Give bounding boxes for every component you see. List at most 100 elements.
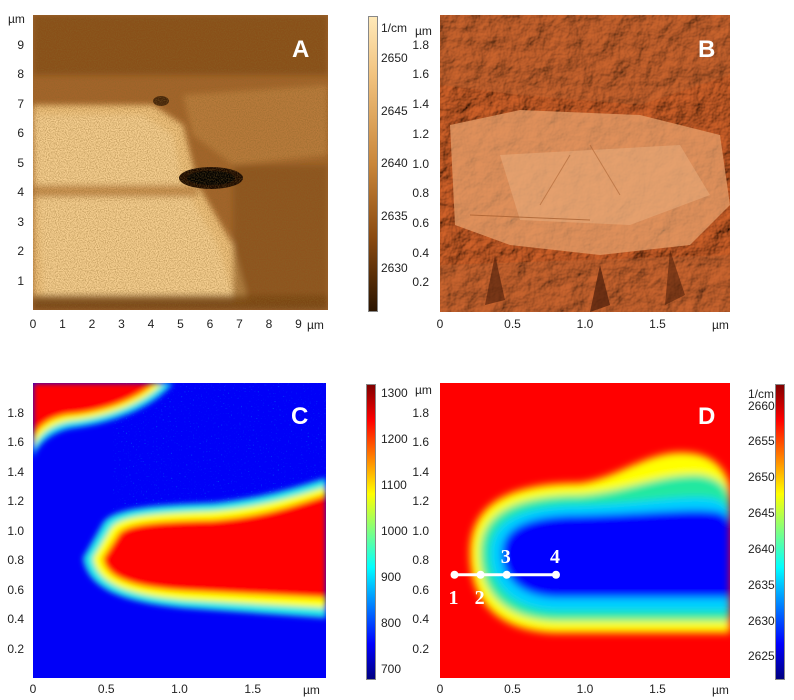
panel-d-x-unit: µm <box>712 683 729 697</box>
panel-a-y-tick: 6 <box>17 126 24 140</box>
panel-d-colorbar-tick: 2660 <box>748 398 775 413</box>
panel-b-y-tick: 0.4 <box>412 245 429 260</box>
profile-point-3 <box>502 570 511 579</box>
panel-a-x-tick: 6 <box>206 317 214 331</box>
panel-c-y-tick: 1.6 <box>7 435 24 449</box>
panel-b-y-tick: 1.4 <box>412 97 429 112</box>
panel-d-x-tick: 0 <box>436 682 444 696</box>
panel-a-y-tick: 2 <box>17 244 24 258</box>
panel-a-colorbar-tick: 2640 <box>381 156 408 170</box>
panel-b-x-tick: 0 <box>436 317 444 331</box>
panel-a-y-tick: 3 <box>17 214 24 229</box>
panel-c-y-tick: 0.2 <box>7 641 24 656</box>
panel-a-y-tick: 1 <box>17 273 24 288</box>
panel-a-x-tick: 7 <box>236 317 243 331</box>
panel-c-colorbar-tick: 1100 <box>381 478 407 493</box>
panel-b-y-tick: 1.0 <box>412 156 429 171</box>
panel-a-x-tick: 9 <box>295 317 302 331</box>
panel-d-colorbar-tick: 2635 <box>748 577 775 592</box>
panel-d-y-tick: 0.8 <box>412 553 429 567</box>
profile-point-label: 4 <box>550 546 560 568</box>
panel-d-colorbar-tick: 2650 <box>748 470 775 485</box>
panel-b-x-tick: 1.5 <box>649 317 666 331</box>
panel-c-map <box>33 383 326 678</box>
panel-d-y-tick: 1.2 <box>412 494 429 508</box>
panel-d-y-tick: 1.0 <box>412 523 429 538</box>
panel-a-x-tick: 8 <box>265 317 273 331</box>
panel-c-y-tick: 1.4 <box>7 464 24 479</box>
panel-d-colorbar-tick: 2630 <box>748 613 775 628</box>
panel-c-y-tick: 0.6 <box>7 582 24 597</box>
panel-c-y-tick: 1.8 <box>7 405 24 420</box>
panel-d-x-tick: 0.5 <box>504 682 521 696</box>
panel-a-colorbar-tick: 2650 <box>381 51 408 65</box>
panel-a-colorbar-tick: 2635 <box>381 208 408 223</box>
panel-c-letter: C <box>291 403 309 430</box>
panel-d-letter: D <box>698 403 716 430</box>
panel-a-y-unit: µm <box>8 12 25 26</box>
panel-a-y-tick: 9 <box>17 37 24 52</box>
panel-a-colorbar-tick: 2645 <box>381 103 408 118</box>
profile-point-1 <box>450 570 459 579</box>
panel-a-x-tick: 4 <box>147 317 155 331</box>
panel-d-y-unit: µm <box>415 383 432 397</box>
panel-a-y-tick: 5 <box>17 155 24 170</box>
panel-d-y-tick: 0.2 <box>412 641 429 656</box>
panel-c-colorbar-tick: 900 <box>381 569 402 584</box>
panel-c-x-tick: 0.5 <box>97 682 115 696</box>
panel-c-colorbar-tick: 1000 <box>381 524 408 538</box>
panel-c-colorbar-tick: 700 <box>381 661 402 676</box>
panel-d-y-tick: 0.4 <box>412 612 429 626</box>
panel-d-colorbar-tick: 2640 <box>748 541 775 556</box>
panel-b-x-tick: 1.0 <box>576 317 594 331</box>
panel-c-colorbar-tick: 800 <box>381 615 402 630</box>
panel-d-colorbar-tick: 2645 <box>748 506 775 521</box>
panel-b-y-tick: 0.6 <box>412 215 429 230</box>
panel-a-map <box>33 15 328 310</box>
panel-d-x-tick: 1.5 <box>649 682 666 696</box>
profile-point-label: 3 <box>501 546 511 568</box>
panel-b-x-unit: µm <box>712 318 729 332</box>
panel-c-colorbar <box>366 384 376 680</box>
panel-a-x-tick: 2 <box>88 317 96 331</box>
profile-point-label: 2 <box>475 587 485 609</box>
panel-d-y-tick: 1.6 <box>412 435 429 449</box>
panel-b-y-tick: 1.8 <box>412 37 429 52</box>
panel-a-y-tick: 4 <box>17 185 24 199</box>
profile-point-4 <box>552 570 560 579</box>
panel-c-colorbar-tick: 1300 <box>381 386 408 401</box>
panel-c-colorbar-tick: 1200 <box>381 432 408 447</box>
panel-a-x-tick: 1 <box>59 317 66 331</box>
panel-a-x-unit: µm <box>307 318 324 332</box>
panel-a-colorbar <box>368 16 378 312</box>
panel-d-colorbar-tick: 2655 <box>748 434 775 449</box>
panel-d-colorbar-tick: 2625 <box>748 649 775 664</box>
panel-d-y-tick: 0.6 <box>412 582 429 597</box>
panel-a-x-tick: 3 <box>118 317 125 331</box>
panel-b-y-tick: 1.6 <box>412 67 429 82</box>
panel-d-colorbar <box>775 384 785 680</box>
panel-c-y-tick: 1.0 <box>7 523 24 538</box>
panel-a-y-tick: 7 <box>17 96 24 111</box>
panel-d-x-tick: 1.0 <box>576 682 594 696</box>
panel-a-y-tick: 8 <box>17 67 24 81</box>
panel-b-x-tick: 0.5 <box>504 317 521 331</box>
profile-point-2 <box>476 570 485 579</box>
panel-b-y-tick: 1.2 <box>412 126 429 141</box>
profile-point-label: 1 <box>449 587 459 609</box>
panel-b-topography <box>440 15 730 312</box>
panel-c-x-tick: 1.0 <box>171 682 188 696</box>
panel-a-colorbar-tick: 2630 <box>381 261 408 275</box>
panel-c-y-tick: 1.2 <box>7 494 24 508</box>
panel-c-x-tick: 1.5 <box>244 682 262 696</box>
panel-d-colorbar-unit: 1/cm <box>748 387 775 401</box>
panel-b-y-tick: 0.8 <box>412 186 429 201</box>
panel-d-y-tick: 1.8 <box>412 405 429 420</box>
panel-d-y-tick: 1.4 <box>412 464 429 479</box>
panel-b-y-tick: 0.2 <box>412 275 429 290</box>
panel-b-letter: B <box>698 36 716 63</box>
panel-c-y-tick: 0.4 <box>7 612 24 626</box>
panel-a-colorbar-unit: 1/cm <box>381 21 408 35</box>
panel-c-x-unit: µm <box>303 683 320 697</box>
